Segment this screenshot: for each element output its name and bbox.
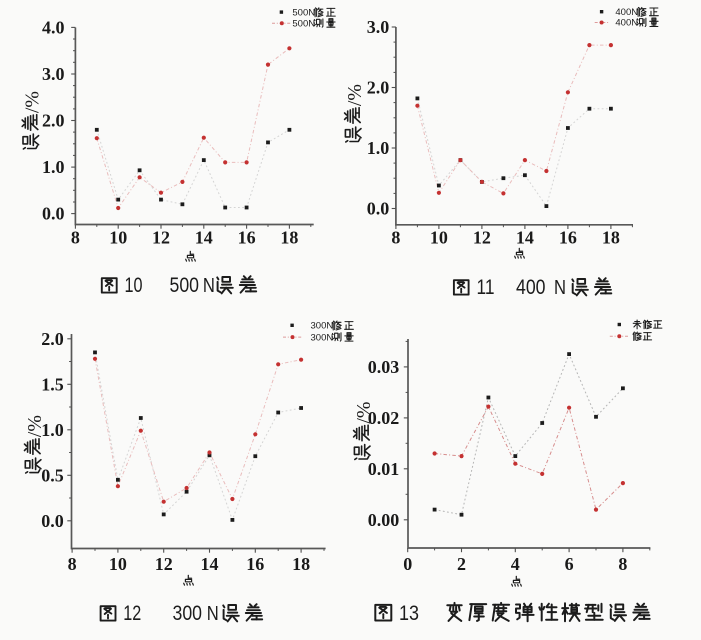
svg-text:13: 13 bbox=[399, 602, 419, 625]
svg-text:18: 18 bbox=[292, 554, 310, 574]
svg-text:4: 4 bbox=[511, 554, 520, 574]
svg-text:14: 14 bbox=[201, 554, 219, 574]
svg-text:/%: /% bbox=[24, 415, 46, 437]
svg-text:N: N bbox=[207, 603, 219, 625]
svg-text:3.0: 3.0 bbox=[367, 17, 390, 37]
svg-text:14: 14 bbox=[516, 228, 534, 248]
svg-text:10: 10 bbox=[109, 554, 127, 574]
svg-text:2: 2 bbox=[457, 554, 466, 574]
svg-text:0.0: 0.0 bbox=[367, 199, 390, 219]
svg-text:0.0: 0.0 bbox=[41, 511, 64, 531]
svg-text:300N: 300N bbox=[311, 332, 334, 343]
svg-text:2.0: 2.0 bbox=[41, 329, 64, 349]
svg-text:8: 8 bbox=[71, 228, 80, 248]
svg-text:/%: /% bbox=[353, 401, 375, 423]
svg-text:3.0: 3.0 bbox=[42, 64, 65, 84]
svg-text:16: 16 bbox=[246, 554, 264, 574]
svg-text:8: 8 bbox=[391, 228, 400, 248]
svg-text:8: 8 bbox=[618, 554, 627, 574]
svg-text:0.01: 0.01 bbox=[368, 459, 400, 479]
svg-text:400: 400 bbox=[516, 276, 546, 299]
svg-text:/%: /% bbox=[22, 91, 44, 113]
svg-text:N: N bbox=[203, 275, 215, 297]
svg-text:500: 500 bbox=[170, 274, 200, 297]
svg-text:0: 0 bbox=[403, 554, 412, 574]
svg-text:10: 10 bbox=[109, 228, 127, 248]
svg-text:12: 12 bbox=[152, 228, 170, 248]
svg-text:500N: 500N bbox=[292, 18, 315, 29]
svg-text:1.0: 1.0 bbox=[367, 138, 390, 158]
svg-text:2.0: 2.0 bbox=[367, 78, 390, 98]
svg-text:16: 16 bbox=[238, 228, 256, 248]
svg-text:8: 8 bbox=[68, 554, 77, 574]
svg-text:1.0: 1.0 bbox=[41, 420, 64, 440]
svg-text:0.0: 0.0 bbox=[42, 204, 65, 224]
svg-text:16: 16 bbox=[559, 228, 577, 248]
svg-text:10: 10 bbox=[125, 274, 143, 297]
svg-text:10: 10 bbox=[430, 228, 448, 248]
svg-text:4.0: 4.0 bbox=[42, 17, 65, 37]
svg-text:18: 18 bbox=[280, 228, 298, 248]
svg-text:0.5: 0.5 bbox=[41, 465, 64, 485]
svg-text:300N: 300N bbox=[311, 321, 334, 332]
svg-text:11: 11 bbox=[477, 276, 495, 299]
svg-text:500N: 500N bbox=[292, 7, 315, 18]
svg-text:300: 300 bbox=[173, 602, 203, 625]
svg-text:12: 12 bbox=[155, 554, 173, 574]
svg-text:/%: /% bbox=[344, 84, 366, 106]
svg-text:0.02: 0.02 bbox=[368, 408, 400, 428]
svg-text:18: 18 bbox=[602, 228, 620, 248]
svg-text:400N: 400N bbox=[615, 18, 638, 29]
svg-text:1.0: 1.0 bbox=[42, 157, 65, 177]
svg-text:1.5: 1.5 bbox=[41, 374, 64, 394]
svg-text:12: 12 bbox=[473, 228, 491, 248]
svg-text:14: 14 bbox=[195, 228, 213, 248]
svg-text:12: 12 bbox=[123, 602, 141, 625]
svg-text:N: N bbox=[554, 277, 566, 299]
svg-text:2.0: 2.0 bbox=[42, 111, 65, 131]
svg-text:400N: 400N bbox=[615, 7, 638, 18]
svg-text:0.03: 0.03 bbox=[368, 357, 400, 377]
svg-text:0.00: 0.00 bbox=[368, 510, 400, 530]
svg-text:6: 6 bbox=[565, 554, 574, 574]
